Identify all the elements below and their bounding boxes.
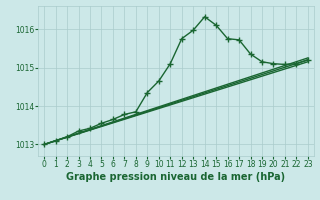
X-axis label: Graphe pression niveau de la mer (hPa): Graphe pression niveau de la mer (hPa): [67, 172, 285, 182]
